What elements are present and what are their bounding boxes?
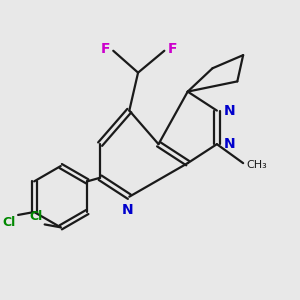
Text: N: N	[223, 137, 235, 151]
Text: F: F	[168, 42, 177, 56]
Text: F: F	[100, 42, 110, 56]
Text: CH₃: CH₃	[247, 160, 267, 170]
Text: N: N	[223, 103, 235, 118]
Text: Cl: Cl	[29, 210, 42, 223]
Text: Cl: Cl	[2, 216, 16, 230]
Text: N: N	[122, 202, 134, 217]
